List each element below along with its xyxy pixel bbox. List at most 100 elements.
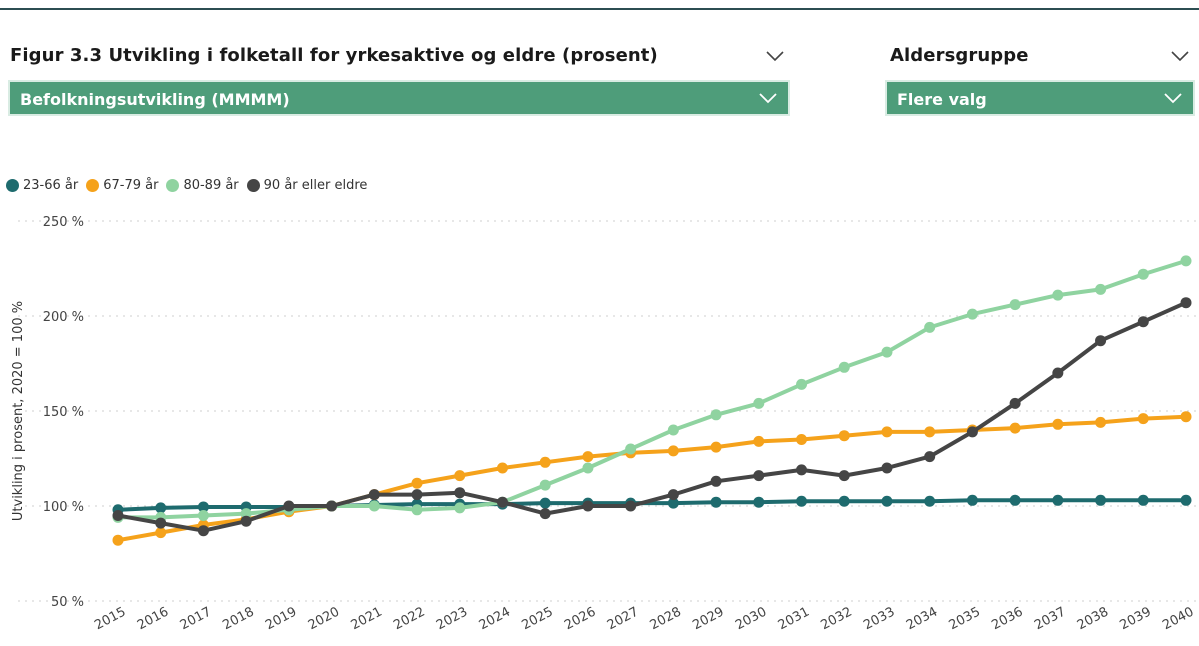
data-point: [1009, 397, 1021, 409]
data-point: [753, 435, 765, 447]
data-point: [966, 494, 978, 506]
data-point: [1180, 255, 1192, 267]
legend-item[interactable]: 80-89 år: [166, 177, 239, 193]
data-point: [667, 489, 679, 501]
data-point: [582, 500, 594, 512]
data-point: [625, 500, 637, 512]
y-tick-label: 100 %: [43, 500, 84, 515]
x-tick-label: 2038: [1075, 605, 1111, 634]
data-point: [1095, 283, 1107, 295]
x-tick-label: 2033: [861, 605, 897, 634]
data-point: [411, 489, 423, 501]
data-point: [368, 489, 380, 501]
data-point: [796, 378, 808, 390]
y-tick-label: 50 %: [51, 595, 84, 610]
data-point: [1052, 418, 1064, 430]
x-tick-label: 2028: [648, 605, 684, 634]
data-point: [155, 517, 167, 529]
data-point: [924, 451, 936, 463]
y-axis-title: Utvikling i prosent, 2020 = 100 %: [11, 301, 26, 521]
series-line: [116, 258, 1188, 520]
x-tick-label: 2023: [434, 605, 470, 634]
legend-label: 67-79 år: [103, 177, 159, 193]
figure-select-value: Befolkningsutvikling (MMMM): [20, 90, 290, 109]
x-tick-label: 2019: [263, 605, 299, 634]
data-point: [881, 426, 893, 438]
x-tick-label: 2029: [690, 605, 726, 634]
data-point: [1180, 494, 1192, 506]
age-group-select-value: Flere valg: [897, 90, 987, 109]
x-tick-label: 2018: [220, 605, 256, 634]
data-point: [496, 496, 508, 508]
data-point: [924, 426, 936, 438]
data-point: [710, 441, 722, 453]
data-point: [796, 464, 808, 476]
data-point: [966, 426, 978, 438]
age-group-filter-title: Aldersgruppe: [890, 45, 1029, 66]
legend-dot-icon: [246, 178, 260, 192]
data-point: [924, 321, 936, 333]
y-tick-label: 200 %: [43, 310, 84, 325]
x-tick-label: 2039: [1118, 605, 1154, 634]
data-point: [838, 470, 850, 482]
x-tick-label: 2024: [477, 605, 513, 634]
data-point: [1052, 367, 1064, 379]
x-tick-label: 2015: [92, 605, 128, 634]
data-point: [539, 479, 551, 491]
data-point: [1137, 268, 1149, 280]
data-point: [1095, 416, 1107, 428]
figure-filter-title: Figur 3.3 Utvikling i folketall for yrke…: [10, 45, 658, 66]
x-tick-label: 2021: [349, 605, 385, 634]
legend-label: 23-66 år: [23, 177, 79, 193]
chevron-down-icon[interactable]: [1170, 50, 1190, 62]
data-point: [411, 477, 423, 489]
legend-item[interactable]: 90 år eller eldre: [246, 177, 368, 193]
x-tick-label: 2031: [776, 605, 812, 634]
data-point: [1052, 494, 1064, 506]
data-point: [710, 496, 722, 508]
legend-label: 90 år eller eldre: [263, 177, 368, 193]
x-tick-label: 2025: [519, 605, 555, 634]
top-rule: [0, 8, 1199, 10]
data-point: [240, 515, 252, 527]
x-tick-label: 2032: [818, 605, 854, 634]
chevron-down-icon[interactable]: [765, 50, 785, 62]
data-point: [1009, 422, 1021, 434]
data-point: [796, 495, 808, 507]
line-chart: 50 % 100 % 150 % 200 % 250 % Utvikling i pros…: [11, 215, 1196, 634]
legend-item[interactable]: 23-66 år: [6, 178, 78, 193]
legend-dot-icon: [86, 178, 100, 192]
data-point: [326, 500, 338, 512]
x-tick-label: 2022: [391, 605, 427, 634]
data-point: [454, 502, 466, 514]
data-point: [667, 445, 679, 457]
data-point: [838, 495, 850, 507]
data-point: [1180, 411, 1192, 423]
data-point: [924, 495, 936, 507]
age-group-select[interactable]: Flere valg: [885, 80, 1195, 116]
data-point: [1095, 335, 1107, 347]
data-point: [966, 308, 978, 320]
x-tick-label: 2030: [733, 605, 769, 634]
data-point: [1137, 494, 1149, 506]
data-point: [197, 510, 209, 521]
data-point: [753, 397, 765, 409]
legend-label: 80-89 år: [183, 177, 239, 193]
y-tick-label: 150 %: [43, 405, 84, 420]
x-tick-label: 2020: [306, 605, 342, 634]
data-point: [454, 470, 466, 482]
data-point: [368, 500, 380, 512]
chevron-down-icon[interactable]: [758, 92, 778, 104]
x-tick-label: 2016: [135, 605, 171, 634]
chevron-down-icon[interactable]: [1163, 92, 1183, 104]
x-tick-label: 2035: [947, 605, 983, 634]
data-point: [710, 475, 722, 487]
data-point: [667, 424, 679, 436]
data-point: [155, 527, 167, 539]
data-point: [881, 462, 893, 474]
series-line: [116, 300, 1188, 533]
legend-item[interactable]: 67-79 år: [86, 178, 158, 193]
data-point: [1095, 494, 1107, 506]
x-tick-label: 2034: [904, 605, 940, 634]
figure-select[interactable]: Befolkningsutvikling (MMMM): [8, 80, 790, 116]
